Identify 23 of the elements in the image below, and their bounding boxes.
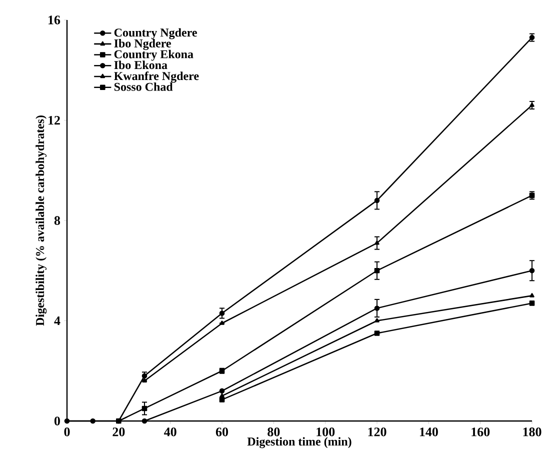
- legend-label: Country Ngdere: [114, 28, 197, 40]
- legend-label: Ibo Ngdere: [114, 39, 171, 50]
- y-tick-label: 8: [54, 216, 60, 225]
- x-tick-label: 60: [216, 428, 228, 436]
- legend-label: Country Ekona: [114, 50, 194, 61]
- x-tick-label: 140: [420, 428, 438, 436]
- x-tick-label: 80: [268, 428, 280, 436]
- x-tick-label: 120: [368, 428, 386, 436]
- x-tick-label: 160: [472, 428, 490, 436]
- y-axis-title: Digestibility (% available carbohydrates): [36, 116, 47, 326]
- legend-label: Ibo Ekona: [114, 60, 168, 70]
- x-tick-label: 20: [112, 428, 125, 436]
- x-tick-label: 40: [164, 428, 176, 436]
- x-tick-label: 100: [316, 428, 335, 436]
- x-tick-label: 0: [64, 428, 70, 436]
- y-tick-label: 16: [48, 16, 60, 24]
- y-tick-label: 0: [54, 416, 60, 426]
- x-axis-title: Digestion time (min): [247, 437, 352, 448]
- legend-label: Sosso Chad: [114, 82, 173, 91]
- legend-label: Kwanfre Ngdere: [114, 72, 199, 83]
- y-tick-label: 4: [54, 316, 60, 326]
- y-tick-label: 12: [48, 116, 60, 125]
- x-tick-label: 180: [523, 428, 542, 436]
